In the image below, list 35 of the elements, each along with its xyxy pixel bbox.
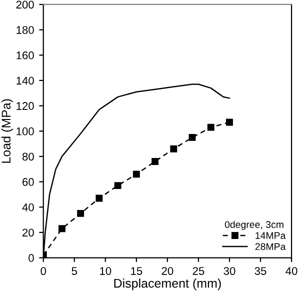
y-axis-title: Load (MPa)	[1, 99, 14, 163]
x-tick-label: 25	[192, 267, 204, 275]
y-tick-label: 80	[22, 152, 34, 161]
y-tick-label: 160	[16, 51, 34, 60]
point	[152, 158, 159, 165]
point	[96, 194, 103, 202]
y-tick-label: 40	[22, 203, 34, 212]
y-tick-label: 20	[22, 228, 34, 237]
point	[77, 210, 84, 217]
x-tick-label: 35	[254, 267, 266, 275]
legend-title: 0degree, 3cm	[224, 220, 284, 230]
x-tick-label: 0	[40, 267, 46, 275]
y-tick-label: 120	[16, 102, 34, 110]
y-tick-label: 100	[16, 127, 34, 136]
y-tick-label: 180	[16, 26, 34, 34]
point	[207, 124, 214, 131]
x-tick-label: 5	[72, 267, 77, 275]
y-tick-label: 200	[16, 0, 34, 9]
x-tick-label: 10	[100, 267, 112, 275]
point	[188, 134, 196, 141]
x-tick-label: 15	[131, 267, 142, 275]
x-tick-label: 30	[224, 267, 236, 275]
legend-label: 14MPa	[256, 232, 286, 240]
y-tick-label: 60	[22, 178, 34, 186]
y-tick-label: 140	[16, 76, 34, 85]
point	[58, 225, 66, 232]
point	[170, 145, 178, 152]
y-tick-label: 0	[28, 254, 34, 262]
x-tick-label: 20	[162, 267, 174, 275]
x-tick-label: 40	[286, 267, 298, 275]
point	[226, 118, 233, 126]
point	[114, 182, 122, 190]
point	[132, 170, 140, 178]
legend-label: 28MPa	[255, 243, 286, 250]
x-axis-title: Displacement (mm)	[114, 278, 221, 290]
